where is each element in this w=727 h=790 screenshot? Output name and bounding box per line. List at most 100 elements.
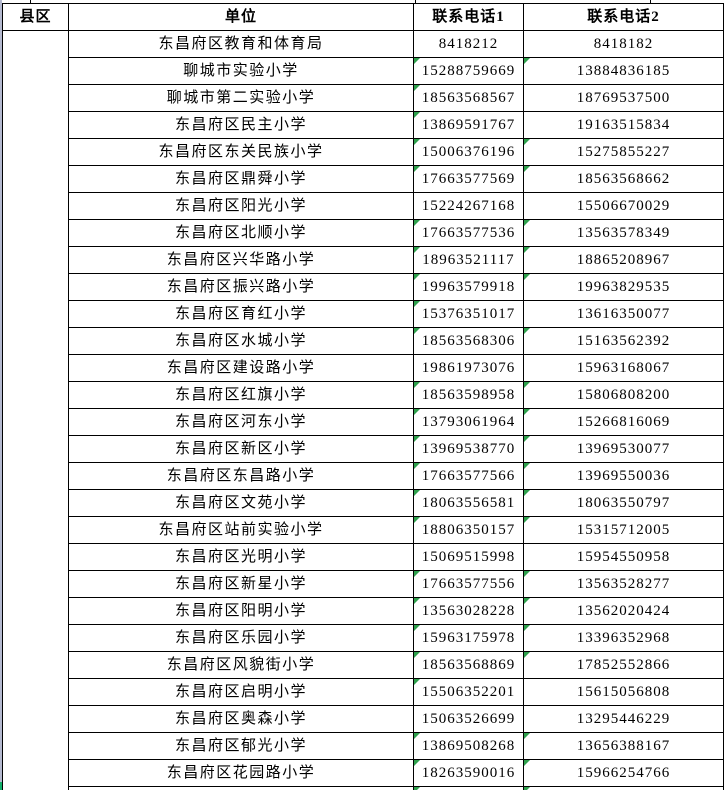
phone1-cell[interactable]: 15224267168 — [413, 192, 524, 220]
phone2-cell[interactable]: 15506670029 — [523, 192, 724, 220]
phone2-cell[interactable]: 15615056808 — [523, 678, 724, 706]
phone1-cell[interactable]: 15506352201 — [413, 678, 524, 706]
phone2-cell[interactable]: 15963168067 — [523, 354, 724, 382]
number-as-text-indicator-icon — [414, 571, 420, 577]
phone1-cell[interactable]: 15063526699 — [413, 705, 524, 733]
phone1-cell[interactable]: 17663577556 — [413, 570, 524, 598]
phone1-cell[interactable]: 18563568869 — [413, 651, 524, 679]
unit-cell[interactable]: 东昌府区风貌街小学 — [68, 651, 414, 679]
number-as-text-indicator-icon — [524, 733, 530, 739]
phone1-cell[interactable]: 13793061964 — [413, 408, 524, 436]
unit-cell[interactable]: 东昌府区红旗小学 — [68, 381, 414, 409]
unit-cell[interactable]: 东昌府区北顺小学 — [68, 219, 414, 247]
phone1-cell[interactable]: 19963579918 — [413, 273, 524, 301]
phone2-cell[interactable]: 13562020424 — [523, 597, 724, 625]
phone2-cell[interactable]: 13563528277 — [523, 570, 724, 598]
number-as-text-indicator-icon — [524, 58, 530, 64]
unit-cell[interactable]: 东昌府区文苑小学 — [68, 489, 414, 517]
phone1-cell[interactable]: 13869591767 — [413, 111, 524, 139]
phone1-cell[interactable] — [413, 786, 524, 790]
phone2-cell[interactable]: 13563578349 — [523, 219, 724, 247]
unit-cell[interactable]: 东昌府区兴华路小学 — [68, 246, 414, 274]
unit-cell[interactable]: 东昌府区东关民族小学 — [68, 138, 414, 166]
unit-cell[interactable]: 东昌府区站前实验小学 — [68, 516, 414, 544]
unit-cell[interactable] — [68, 786, 414, 790]
phone2-cell[interactable]: 13969530077 — [523, 435, 724, 463]
unit-cell[interactable]: 聊城市实验小学 — [68, 57, 414, 85]
phone2-cell[interactable]: 13295446229 — [523, 705, 724, 733]
phone2-cell[interactable]: 8418182 — [523, 30, 724, 58]
phone2-cell[interactable]: 13656388167 — [523, 732, 724, 760]
unit-cell[interactable]: 东昌府区育红小学 — [68, 300, 414, 328]
phone1-cell[interactable]: 13563028228 — [413, 597, 524, 625]
phone2-cell[interactable]: 13396352968 — [523, 624, 724, 652]
phone2-cell[interactable]: 17852552866 — [523, 651, 724, 679]
phone1-cell[interactable]: 17663577536 — [413, 219, 524, 247]
header-phone2[interactable]: 联系电话2 — [523, 3, 724, 31]
phone1-cell[interactable]: 8418212 — [413, 30, 524, 58]
phone1-cell[interactable]: 18806350157 — [413, 516, 524, 544]
phone1-cell[interactable]: 17663577566 — [413, 462, 524, 490]
phone1-cell[interactable]: 15288759669 — [413, 57, 524, 85]
number-as-text-indicator-icon — [414, 58, 420, 64]
unit-cell[interactable]: 聊城市第二实验小学 — [68, 84, 414, 112]
phone1-cell[interactable]: 15069515998 — [413, 543, 524, 571]
phone1-cell[interactable]: 15376351017 — [413, 300, 524, 328]
number-as-text-indicator-icon — [524, 598, 530, 604]
phone1-cell[interactable]: 18963521117 — [413, 246, 524, 274]
unit-cell[interactable]: 东昌府区鼎舜小学 — [68, 165, 414, 193]
header-phone1[interactable]: 联系电话1 — [413, 3, 524, 31]
phone1-cell[interactable]: 18063556581 — [413, 489, 524, 517]
unit-cell[interactable]: 东昌府区新星小学 — [68, 570, 414, 598]
phone2-cell[interactable]: 19163515834 — [523, 111, 724, 139]
phone1-cell[interactable]: 15963175978 — [413, 624, 524, 652]
phone1-cell[interactable]: 18563568306 — [413, 327, 524, 355]
phone2-cell[interactable] — [523, 786, 724, 790]
phone2-cell[interactable]: 15275855227 — [523, 138, 724, 166]
unit-cell[interactable]: 东昌府区启明小学 — [68, 678, 414, 706]
unit-cell[interactable]: 东昌府区光明小学 — [68, 543, 414, 571]
phone2-cell[interactable]: 18865208967 — [523, 246, 724, 274]
unit-cell[interactable]: 东昌府区东昌路小学 — [68, 462, 414, 490]
phone2-cell[interactable]: 15954550958 — [523, 543, 724, 571]
phone1-cell[interactable]: 18263590016 — [413, 759, 524, 787]
phone2-cell[interactable]: 15163562392 — [523, 327, 724, 355]
county-merged-cell[interactable] — [2, 30, 69, 790]
unit-cell[interactable]: 东昌府区民主小学 — [68, 111, 414, 139]
phone1-cell[interactable]: 13969538770 — [413, 435, 524, 463]
phone1-cell[interactable]: 17663577569 — [413, 165, 524, 193]
unit-cell[interactable]: 东昌府区奥森小学 — [68, 705, 414, 733]
phone1-cell[interactable]: 15006376196 — [413, 138, 524, 166]
phone2-cell[interactable]: 18063550797 — [523, 489, 724, 517]
table-row: 东昌府区河东小学 13793061964 15266816069 — [3, 408, 724, 436]
unit-cell[interactable]: 东昌府区花园路小学 — [68, 759, 414, 787]
header-unit[interactable]: 单位 — [68, 3, 414, 31]
unit-cell[interactable]: 东昌府区振兴路小学 — [68, 273, 414, 301]
unit-cell[interactable]: 东昌府区河东小学 — [68, 408, 414, 436]
unit-cell[interactable]: 东昌府区建设路小学 — [68, 354, 414, 382]
phone2-cell[interactable]: 19963829535 — [523, 273, 724, 301]
unit-cell[interactable]: 东昌府区阳光小学 — [68, 192, 414, 220]
table-row: 东昌府区风貌街小学 18563568869 17852552866 — [3, 651, 724, 679]
phone2-cell[interactable]: 13884836185 — [523, 57, 724, 85]
phone1-cell[interactable]: 18563598958 — [413, 381, 524, 409]
phone1-cell[interactable]: 18563568567 — [413, 84, 524, 112]
phone2-cell[interactable]: 15315712005 — [523, 516, 724, 544]
phone2-cell[interactable]: 13616350077 — [523, 300, 724, 328]
header-county[interactable]: 县区 — [2, 3, 69, 31]
phone2-cell[interactable]: 15266816069 — [523, 408, 724, 436]
phone2-cell[interactable]: 15806808200 — [523, 381, 724, 409]
unit-cell[interactable]: 东昌府区水城小学 — [68, 327, 414, 355]
phone2-cell[interactable]: 18769537500 — [523, 84, 724, 112]
phone1-cell[interactable]: 13869508268 — [413, 732, 524, 760]
number-as-text-indicator-icon — [524, 382, 530, 388]
phone2-cell[interactable]: 18563568662 — [523, 165, 724, 193]
unit-cell[interactable]: 东昌府区郁光小学 — [68, 732, 414, 760]
unit-cell[interactable]: 东昌府区乐园小学 — [68, 624, 414, 652]
unit-cell[interactable]: 东昌府区新区小学 — [68, 435, 414, 463]
phone1-cell[interactable]: 19861973076 — [413, 354, 524, 382]
phone2-cell[interactable]: 15966254766 — [523, 759, 724, 787]
phone2-cell[interactable]: 13969550036 — [523, 462, 724, 490]
unit-cell[interactable]: 东昌府区教育和体育局 — [68, 30, 414, 58]
unit-cell[interactable]: 东昌府区阳明小学 — [68, 597, 414, 625]
